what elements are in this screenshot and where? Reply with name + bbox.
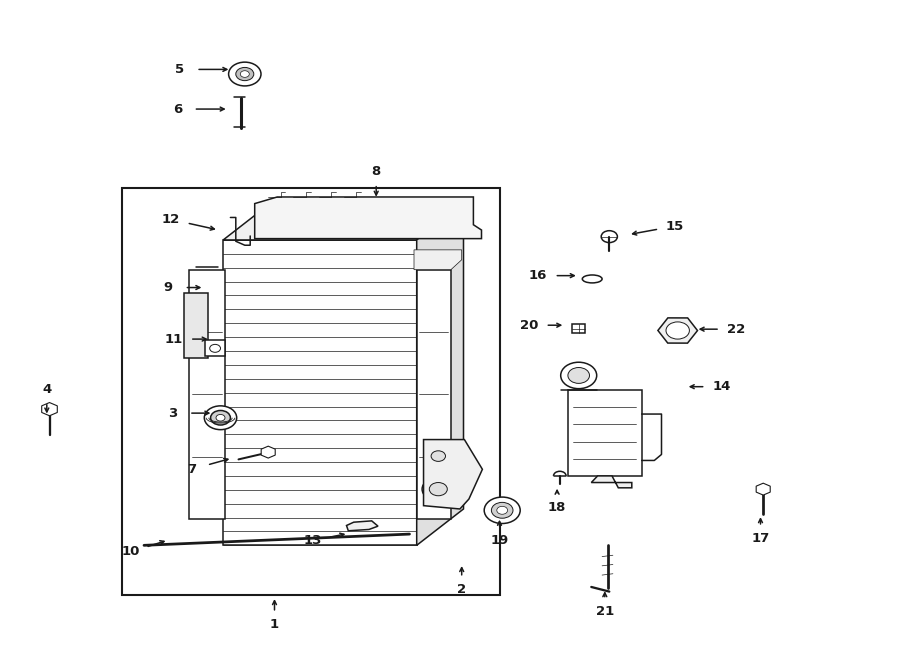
Text: 20: 20 (520, 319, 538, 332)
Circle shape (229, 62, 261, 86)
Text: 17: 17 (752, 532, 770, 545)
Circle shape (211, 410, 230, 425)
Circle shape (425, 446, 452, 466)
Text: 21: 21 (596, 605, 614, 618)
Text: 12: 12 (162, 213, 180, 226)
Text: 19: 19 (491, 534, 508, 547)
Circle shape (561, 362, 597, 389)
Text: 6: 6 (173, 102, 182, 116)
Circle shape (240, 71, 249, 77)
Text: 13: 13 (303, 534, 321, 547)
Circle shape (601, 231, 617, 243)
Circle shape (210, 344, 220, 352)
Bar (205, 340, 225, 356)
Circle shape (484, 497, 520, 524)
Polygon shape (414, 250, 462, 270)
Text: 10: 10 (122, 545, 140, 559)
Circle shape (666, 322, 689, 339)
Text: 8: 8 (372, 165, 381, 178)
Text: 4: 4 (42, 383, 51, 397)
Text: 7: 7 (187, 463, 196, 476)
Circle shape (491, 502, 513, 518)
Text: 18: 18 (548, 501, 566, 514)
Polygon shape (346, 521, 378, 531)
Text: 22: 22 (727, 323, 745, 336)
Circle shape (216, 414, 225, 421)
Text: 2: 2 (457, 583, 466, 596)
Bar (417, 270, 451, 519)
Polygon shape (417, 204, 464, 545)
Circle shape (204, 406, 237, 430)
Polygon shape (424, 440, 482, 509)
Bar (122, 188, 500, 595)
Circle shape (236, 67, 254, 81)
Bar (568, 390, 642, 476)
Circle shape (431, 451, 446, 461)
Circle shape (568, 368, 590, 383)
Text: 16: 16 (529, 269, 547, 282)
Text: 14: 14 (713, 380, 731, 393)
Text: 9: 9 (164, 281, 173, 294)
Bar (184, 293, 208, 358)
Circle shape (429, 483, 447, 496)
Text: 1: 1 (270, 618, 279, 631)
Polygon shape (223, 204, 464, 240)
Ellipse shape (582, 275, 602, 283)
Polygon shape (255, 197, 482, 239)
Circle shape (497, 506, 508, 514)
Text: 11: 11 (165, 332, 183, 346)
Bar (189, 270, 225, 519)
Polygon shape (591, 476, 632, 488)
Circle shape (422, 477, 454, 501)
Text: 15: 15 (666, 219, 684, 233)
Bar (572, 324, 585, 333)
Text: 5: 5 (176, 63, 184, 76)
Text: 3: 3 (168, 407, 177, 420)
